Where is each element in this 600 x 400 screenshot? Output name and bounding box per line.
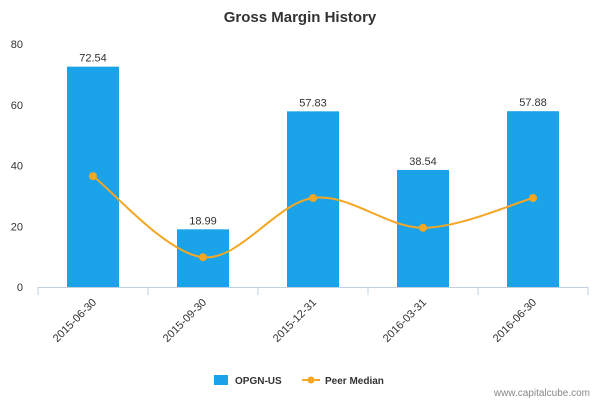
peer-median-point[interactable]	[89, 172, 97, 181]
legend[interactable]: OPGN-US Peer Median	[214, 375, 384, 387]
peer-median-point[interactable]	[529, 194, 537, 203]
legend-swatch-opgn	[214, 375, 228, 385]
y-tick-label: 20	[11, 221, 23, 233]
peer-median-point[interactable]	[419, 223, 427, 232]
x-axis: 2015-06-30 2015-09-30 2015-12-31 2016-03-31…	[37, 287, 589, 345]
bar-value-label: 38.54	[409, 156, 437, 168]
y-axis: 0 20 40 60 80	[11, 39, 23, 294]
x-tick-label: 2015-06-30	[51, 297, 99, 345]
y-tick-label: 60	[11, 100, 23, 112]
x-tick-label: 2016-06-30	[491, 297, 539, 345]
y-tick-label: 80	[11, 39, 23, 51]
bar-value-label: 57.88	[519, 97, 547, 109]
data-labels: 72.54 18.99 57.83 38.54 57.88	[79, 53, 547, 228]
credit-text: www.capitalcube.com	[493, 388, 590, 399]
legend-dot-marker	[307, 376, 315, 384]
x-tick-label: 2015-12-31	[271, 297, 319, 345]
bar-value-label: 72.54	[79, 53, 107, 65]
legend-label-opgn[interactable]: OPGN-US	[235, 376, 282, 387]
x-tick-label: 2016-03-31	[381, 297, 429, 345]
legend-label-peer-median[interactable]: Peer Median	[325, 376, 384, 387]
y-tick-label: 0	[17, 282, 23, 294]
x-tick-label: 2015-09-30	[161, 297, 209, 345]
y-tick-label: 40	[11, 161, 23, 173]
bar-value-label: 57.83	[299, 97, 327, 109]
bar-value-label: 18.99	[189, 215, 217, 227]
line-series	[89, 172, 537, 262]
chart-title: Gross Margin History	[224, 9, 377, 26]
peer-median-point[interactable]	[309, 194, 317, 203]
peer-median-point[interactable]	[199, 253, 207, 262]
